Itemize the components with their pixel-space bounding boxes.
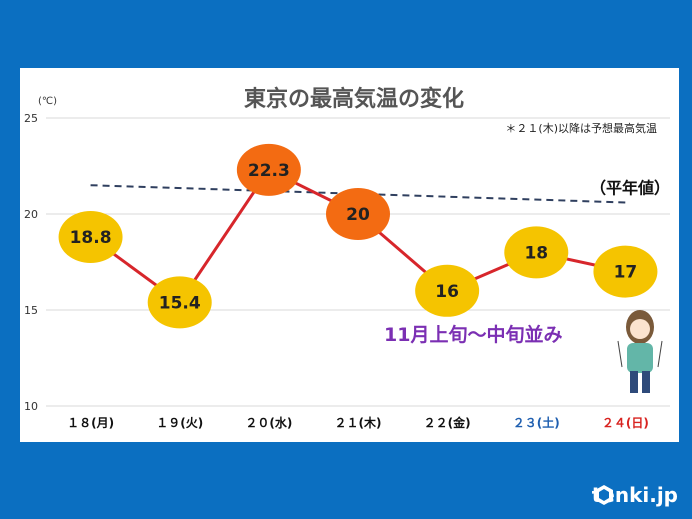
unit-label: (℃) [38,96,57,107]
temperature-chart: 東京の最高気温の変化 (℃) ＊２１(木)以降は予想最高気温 25 20 15 10 １８(月… [24,86,670,430]
data-label: 16 [435,282,459,302]
shiver-line [657,340,663,368]
y-tick-label: 10 [24,400,38,413]
annotation-text: 11月上旬～中旬並み [384,323,562,346]
data-point [415,264,480,317]
data-label: 18 [524,243,548,263]
chart-panel: 東京の最高気温の変化 (℃) ＊２１(木)以降は予想最高気温 25 20 15 10 １８(月… [20,68,679,442]
data-point [147,276,212,329]
y-tick-label: 25 [24,112,38,125]
x-tick-label: ２０(水) [245,415,292,430]
tenki-logo-icon [594,485,613,505]
shiver-line [617,340,623,368]
x-tick-label: ２４(日) [602,416,649,430]
data-point [593,245,658,298]
data-label: 17 [614,263,638,283]
x-tick-label: ２１(木) [335,415,382,430]
person-face [630,319,650,339]
data-point [326,188,390,240]
normal-temperature-label: （平年値） [590,178,670,197]
data-point [236,143,301,196]
x-tick-label: １８(月) [67,416,114,430]
data-label: 20 [346,205,370,225]
x-tick-label: １９(火) [156,416,203,430]
person-leg [642,371,650,393]
person-leg [630,371,638,393]
y-tick-label: 20 [24,208,38,221]
y-tick-label: 15 [24,304,38,317]
tenki-logo: tenki.jp [592,483,678,507]
data-point [58,211,123,264]
chart-title: 東京の最高気温の変化 [244,86,464,112]
data-label: 15.4 [159,293,201,313]
x-tick-label: ２３(土) [513,415,560,430]
forecast-note: ＊２１(木)以降は予想最高気温 [505,121,657,135]
person-body [627,343,653,373]
data-point [504,226,569,279]
data-label: 18.8 [70,228,112,248]
data-label: 22.3 [248,161,290,181]
x-tick-label: ２２(金) [424,415,471,430]
